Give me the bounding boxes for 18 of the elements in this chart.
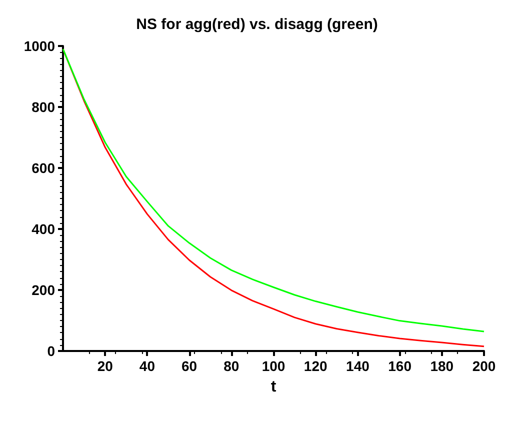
x-tick-label: 140 [346, 358, 370, 374]
x-tick-label: 100 [262, 358, 286, 374]
y-tick-label: 1000 [24, 38, 56, 54]
x-tick-label: 200 [472, 358, 496, 374]
x-tick-label: 180 [430, 358, 454, 374]
y-tick-label: 400 [32, 221, 56, 237]
y-tick-label: 600 [32, 160, 56, 176]
x-tick-label: 20 [97, 358, 114, 374]
y-tick-label: 200 [32, 282, 56, 298]
x-tick-label: 120 [304, 358, 328, 374]
y-tick-label: 800 [32, 99, 56, 115]
x-tick-label: 60 [182, 358, 198, 374]
x-axis-title: t [270, 378, 277, 396]
chart-title: NS for agg(red) vs. disagg (green) [136, 16, 378, 33]
y-tick-label: 0 [47, 343, 56, 359]
x-tick-label: 40 [139, 358, 156, 374]
x-tick-label: 160 [388, 358, 412, 374]
x-tick-label: 80 [224, 358, 240, 374]
